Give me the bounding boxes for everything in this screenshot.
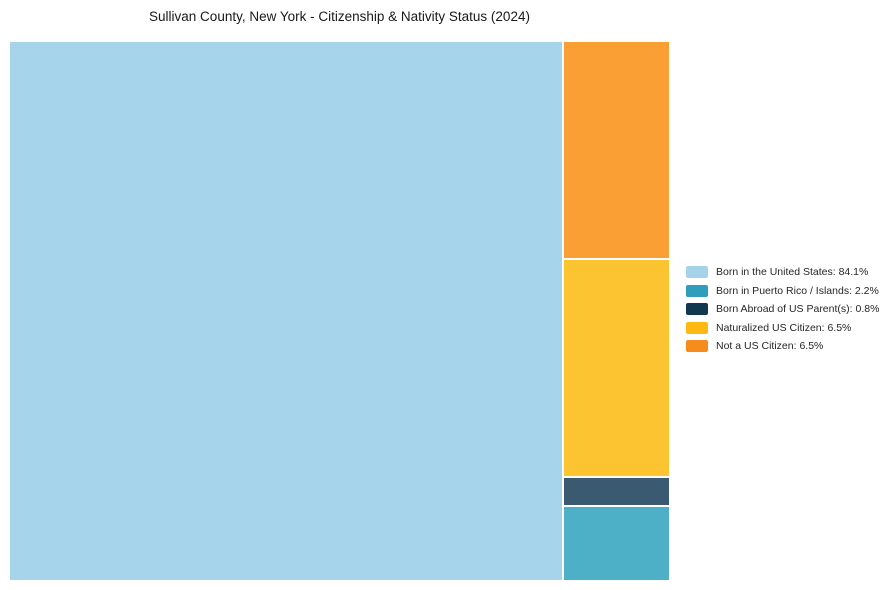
chart-legend: Born in the United States: 84.1% Born in … — [686, 266, 880, 353]
legend-item-born-in-the-united-states: Born in the United States: 84.1% — [686, 266, 879, 278]
legend-item-not-a-us-citizen: Not a US Citizen: 6.5% — [686, 340, 879, 353]
chart-title: Sullivan County, New York - Citizenship … — [149, 9, 530, 24]
legend-label: Naturalized US Citizen: 6.5% — [716, 321, 852, 334]
treemap-tile-not-a-us-citizen[interactable] — [563, 42, 669, 259]
legend-label: Born in the United States: 84.1% — [716, 266, 869, 278]
treemap-tile-born-abroad-of-us-parent-s[interactable] — [563, 478, 669, 505]
legend-label: Born in Puerto Rico / Islands: 2.2% — [716, 284, 879, 297]
legend-swatch — [686, 266, 708, 278]
legend-item-born-in-puerto-rico-islands: Born in Puerto Rico / Islands: 2.2% — [686, 284, 879, 297]
legend-swatch — [686, 303, 708, 316]
legend-label: Not a US Citizen: 6.5% — [716, 340, 824, 353]
treemap-side-column — [563, 42, 669, 580]
treemap-tile-naturalized-us-citizen[interactable] — [563, 260, 669, 477]
treemap-tile-born-in-puerto-rico-islands[interactable] — [563, 506, 669, 580]
treemap-tile-born-in-the-united-states[interactable] — [10, 42, 562, 580]
legend-label: Born Abroad of US Parent(s): 0.8% — [716, 303, 880, 316]
legend-item-naturalized-us-citizen: Naturalized US Citizen: 6.5% — [686, 321, 879, 334]
legend-swatch — [686, 321, 708, 334]
treemap — [10, 42, 669, 580]
legend-swatch — [686, 340, 708, 353]
legend-item-born-abroad-of-us-parent-s: Born Abroad of US Parent(s): 0.8% — [686, 303, 880, 316]
legend-swatch — [686, 284, 708, 297]
